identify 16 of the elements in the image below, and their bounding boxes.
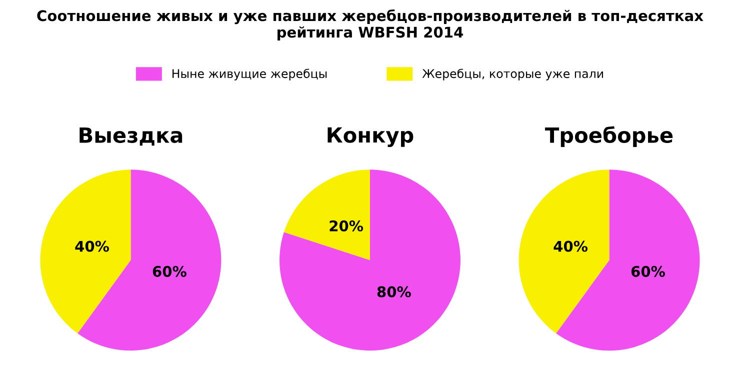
text: Соотношение живых и уже павших жеребцов-производителей в топ-десятках рейтинга WBFSH 2014 (37, 9, 704, 41)
data-label: 60% (152, 266, 186, 277)
pie-slice (284, 170, 370, 260)
legend-label: Ныне живущие жеребцы (172, 68, 327, 80)
text: Выездка (80, 128, 182, 146)
chart-title: Троеборье (545, 126, 673, 148)
data-label: 20% (330, 220, 364, 232)
data-label: 40% (554, 240, 588, 252)
legend-label: Жеребцы, которые уже пали (422, 68, 603, 80)
pie-slice (280, 170, 460, 351)
chart-title: Конкур (328, 127, 414, 148)
data-label: 40% (75, 240, 109, 252)
data-label: 60% (631, 266, 665, 277)
pie-slice (40, 170, 131, 334)
pie-slice (518, 170, 610, 334)
data-label: 80% (377, 286, 411, 298)
